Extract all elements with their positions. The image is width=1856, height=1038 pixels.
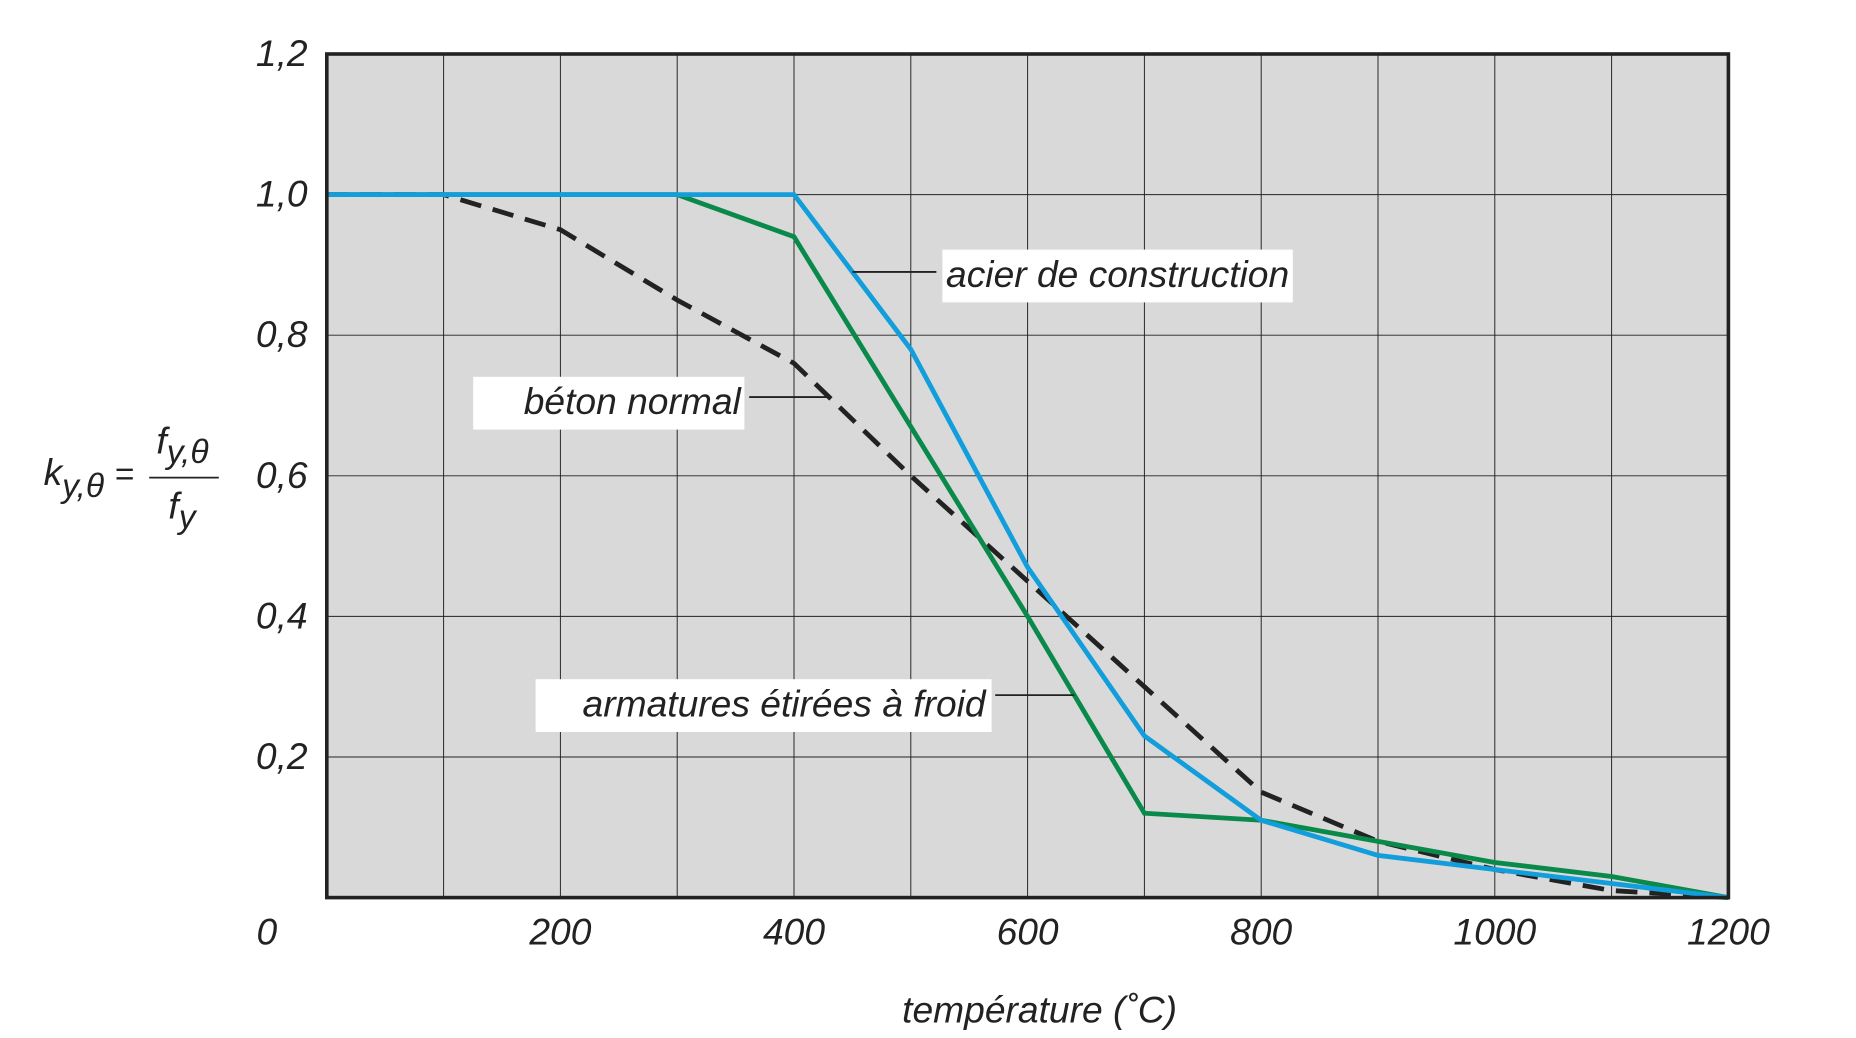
y-tick-label: 1,0: [256, 173, 308, 215]
y-tick-labels: 0,2 0,4 0,6 0,8 1,0 1,2: [256, 32, 308, 777]
x-tick-label: 0: [256, 910, 277, 952]
x-tick-label: 200: [528, 910, 591, 952]
annotation-box: [535, 679, 992, 732]
y-tick-label: 0,6: [256, 454, 308, 496]
series-lines: [326, 192, 1729, 900]
series-line-acier-de-construction: [326, 192, 1729, 900]
y-tick-label: 0,8: [256, 313, 308, 355]
x-tick-label: 1000: [1453, 910, 1536, 952]
x-tick-labels: 0 200 400 600 800 1000 1200: [256, 910, 1770, 952]
y-tick-label: 0,4: [256, 594, 308, 636]
annotation-label: armatures étirées à froid: [583, 682, 987, 724]
y-tick-label: 0,2: [256, 735, 308, 777]
svg-text:fy,θ: fy,θ: [156, 420, 208, 472]
y-axis-label: ky,θ = fy,θ fy: [44, 420, 219, 536]
y-tick-label: 1,2: [256, 32, 308, 74]
svg-text:=: =: [114, 456, 134, 493]
annotation-box: [473, 376, 745, 430]
x-tick-label: 400: [763, 910, 825, 952]
svg-text:fy: fy: [168, 484, 197, 536]
x-axis-label: température (˚C): [902, 988, 1177, 1030]
annotation-label: acier de construction: [946, 253, 1289, 295]
x-tick-label: 1200: [1687, 910, 1770, 952]
svg-text:ky,θ: ky,θ: [44, 451, 104, 505]
annotation-box: [942, 249, 1293, 303]
annotations: acier de construction béton normal armatur…: [473, 249, 1293, 732]
annotation-label: béton normal: [524, 380, 743, 422]
plot-frame: [325, 52, 1731, 900]
x-tick-label: 600: [997, 910, 1059, 952]
x-tick-label: 800: [1230, 910, 1292, 952]
